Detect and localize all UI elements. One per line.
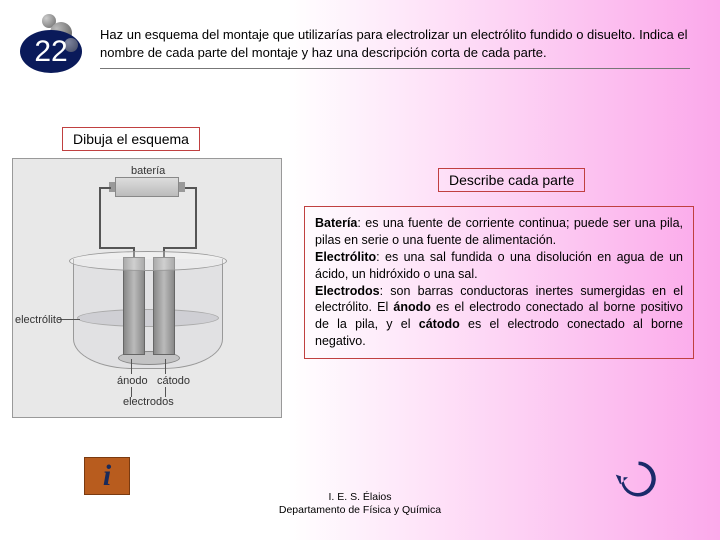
term-catodo: cátodo bbox=[419, 317, 460, 331]
wire bbox=[99, 187, 101, 247]
wire bbox=[195, 187, 197, 247]
diagram-label-anode: ánodo bbox=[117, 375, 148, 387]
text-bateria: : es una fuente de corriente continua; p… bbox=[315, 216, 683, 247]
diagram-label-electrolyte: electrólito bbox=[15, 314, 62, 326]
slide-number: 22 bbox=[34, 35, 67, 69]
question-text: Haz un esquema del montaje que utilizarí… bbox=[100, 26, 690, 68]
info-icon: i bbox=[103, 459, 111, 493]
wire bbox=[99, 187, 111, 189]
term-bateria: Batería bbox=[315, 216, 357, 230]
footer-line2: Departamento de Física y Química bbox=[0, 504, 720, 518]
wire bbox=[99, 247, 135, 249]
diagram-label-battery: batería bbox=[131, 165, 165, 177]
draw-scheme-label: Dibuja el esquema bbox=[62, 127, 200, 151]
electrode-cathode bbox=[153, 257, 175, 355]
wire bbox=[163, 247, 197, 249]
leader-line bbox=[131, 359, 132, 374]
footer-line1: I. E. S. Élaios bbox=[0, 491, 720, 505]
describe-parts-label: Describe cada parte bbox=[438, 168, 585, 192]
number-badge: 22 bbox=[20, 20, 82, 75]
term-anodo: ánodo bbox=[393, 300, 431, 314]
slide: 22 Haz un esquema del montaje que utiliz… bbox=[0, 0, 720, 540]
electrolysis-diagram: batería electrólito ánodo cátodo electro… bbox=[12, 158, 282, 418]
diagram-label-electrodes: electrodos bbox=[123, 396, 174, 408]
beaker-rim bbox=[69, 251, 227, 271]
description-box: Batería: es una fuente de corriente cont… bbox=[304, 206, 694, 359]
header: 22 Haz un esquema del montaje que utiliz… bbox=[0, 0, 720, 75]
battery-body bbox=[115, 177, 179, 197]
electrode-anode bbox=[123, 257, 145, 355]
liquid-surface bbox=[77, 309, 219, 327]
term-electrolito: Electrólito bbox=[315, 250, 376, 264]
diagram-label-cathode: cátodo bbox=[157, 375, 190, 387]
info-button[interactable]: i bbox=[84, 457, 130, 495]
leader-line bbox=[165, 359, 166, 374]
footer: I. E. S. Élaios Departamento de Física y… bbox=[0, 491, 720, 518]
term-electrodos: Electrodos bbox=[315, 284, 380, 298]
